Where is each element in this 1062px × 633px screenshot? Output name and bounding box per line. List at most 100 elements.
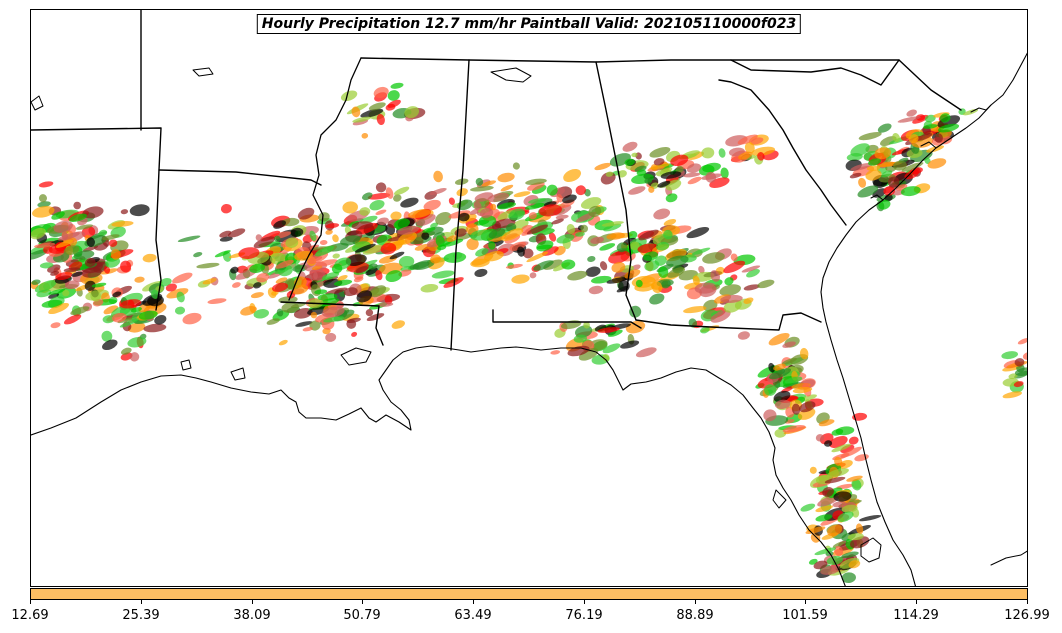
precip-blob	[342, 201, 358, 214]
precip-blob	[636, 169, 647, 176]
precip-blob	[682, 172, 701, 178]
precip-blob	[466, 238, 479, 251]
precip-blob	[893, 160, 907, 171]
precip-blob	[658, 266, 669, 278]
precip-blob	[501, 228, 524, 241]
precip-blob	[360, 108, 384, 118]
precip-blob	[573, 334, 587, 343]
precip-blob	[375, 209, 387, 216]
precip-blob	[393, 194, 402, 202]
precip-blob	[702, 252, 725, 264]
precip-blob	[643, 251, 659, 262]
precip-blob	[546, 184, 558, 196]
precip-blob	[663, 229, 673, 240]
precip-blob	[607, 329, 623, 337]
precip-blob	[158, 278, 172, 287]
precip-blob	[290, 227, 304, 237]
precip-blob	[824, 476, 846, 484]
precip-blob	[841, 572, 856, 584]
precip-blob	[773, 390, 791, 403]
precip-blob	[660, 171, 682, 179]
precip-blob	[51, 211, 65, 220]
precip-blob	[848, 436, 859, 445]
precip-blob	[474, 192, 494, 202]
precip-blob	[846, 475, 863, 482]
colorbar-tick-mark	[473, 600, 474, 604]
precip-blob	[129, 352, 140, 362]
precip-blob	[603, 223, 622, 232]
precip-blob	[859, 514, 882, 522]
precip-blob	[345, 254, 367, 267]
precip-blob	[852, 412, 868, 421]
precip-blob	[31, 249, 48, 260]
precip-blob	[865, 169, 882, 181]
precip-blob	[365, 308, 374, 317]
precip-blob	[62, 289, 70, 297]
precip-blob	[111, 220, 134, 227]
colorbar-tick-label: 101.59	[782, 608, 828, 623]
precip-blob	[431, 270, 455, 279]
colorbar-tick-label: 88.89	[676, 608, 714, 623]
precip-blob	[656, 241, 670, 251]
precip-blob	[380, 242, 397, 255]
precip-blob	[31, 279, 41, 285]
precip-blob	[937, 123, 960, 133]
precip-blob	[196, 262, 220, 269]
precip-blob	[400, 197, 419, 208]
precip-blob	[924, 114, 936, 123]
precip-blob	[1013, 381, 1024, 388]
precip-blob	[63, 314, 82, 325]
precip-blob	[220, 203, 232, 214]
precip-blob	[628, 186, 646, 195]
precip-blob	[430, 222, 439, 228]
precip-blob	[774, 399, 791, 409]
colorbar-tick-mark	[1027, 600, 1028, 604]
precip-blob	[517, 246, 525, 257]
precip-blob	[366, 313, 385, 322]
precip-blob	[433, 170, 443, 183]
precip-blob	[536, 240, 554, 252]
precip-blob	[479, 208, 494, 218]
precip-blob	[705, 171, 717, 183]
precip-blob	[590, 236, 604, 244]
precip-blob	[475, 177, 484, 186]
precip-blob	[81, 226, 96, 239]
precip-blob	[71, 271, 83, 277]
precip-blob	[322, 306, 345, 318]
precip-blob	[858, 132, 882, 141]
precip-blob	[737, 134, 758, 145]
colorbar-tick-label: 50.79	[343, 608, 381, 623]
precip-blob	[475, 248, 489, 257]
precip-blob	[638, 229, 659, 241]
precip-blob	[855, 523, 864, 535]
precip-blob	[275, 277, 288, 284]
state-line-ar-ms	[158, 169, 322, 186]
precip-blob	[84, 280, 96, 291]
precip-blob	[369, 285, 387, 298]
precip-blob	[555, 214, 569, 220]
precip-blob	[75, 224, 93, 230]
precip-blob	[397, 225, 420, 235]
precip-blob	[551, 218, 564, 225]
precip-blob	[908, 134, 919, 144]
precip-blob	[378, 302, 394, 307]
precip-blob	[202, 278, 217, 285]
precip-blob	[319, 239, 328, 246]
precip-blob	[533, 260, 554, 271]
precip-blob	[627, 230, 638, 240]
precip-blob	[120, 347, 132, 355]
precip-blob	[741, 265, 761, 273]
precip-blob	[207, 298, 227, 305]
precip-blob	[281, 302, 299, 313]
precip-blob	[253, 236, 276, 249]
precip-blob	[333, 279, 353, 286]
precip-blob	[214, 250, 231, 258]
precip-blob	[108, 239, 118, 247]
precip-blob	[63, 267, 81, 273]
precip-blob	[90, 290, 101, 302]
precip-blob	[566, 223, 576, 235]
precip-blob	[939, 113, 951, 123]
precip-blob	[31, 227, 46, 240]
precip-blob	[98, 229, 108, 237]
precip-blob	[588, 205, 602, 218]
